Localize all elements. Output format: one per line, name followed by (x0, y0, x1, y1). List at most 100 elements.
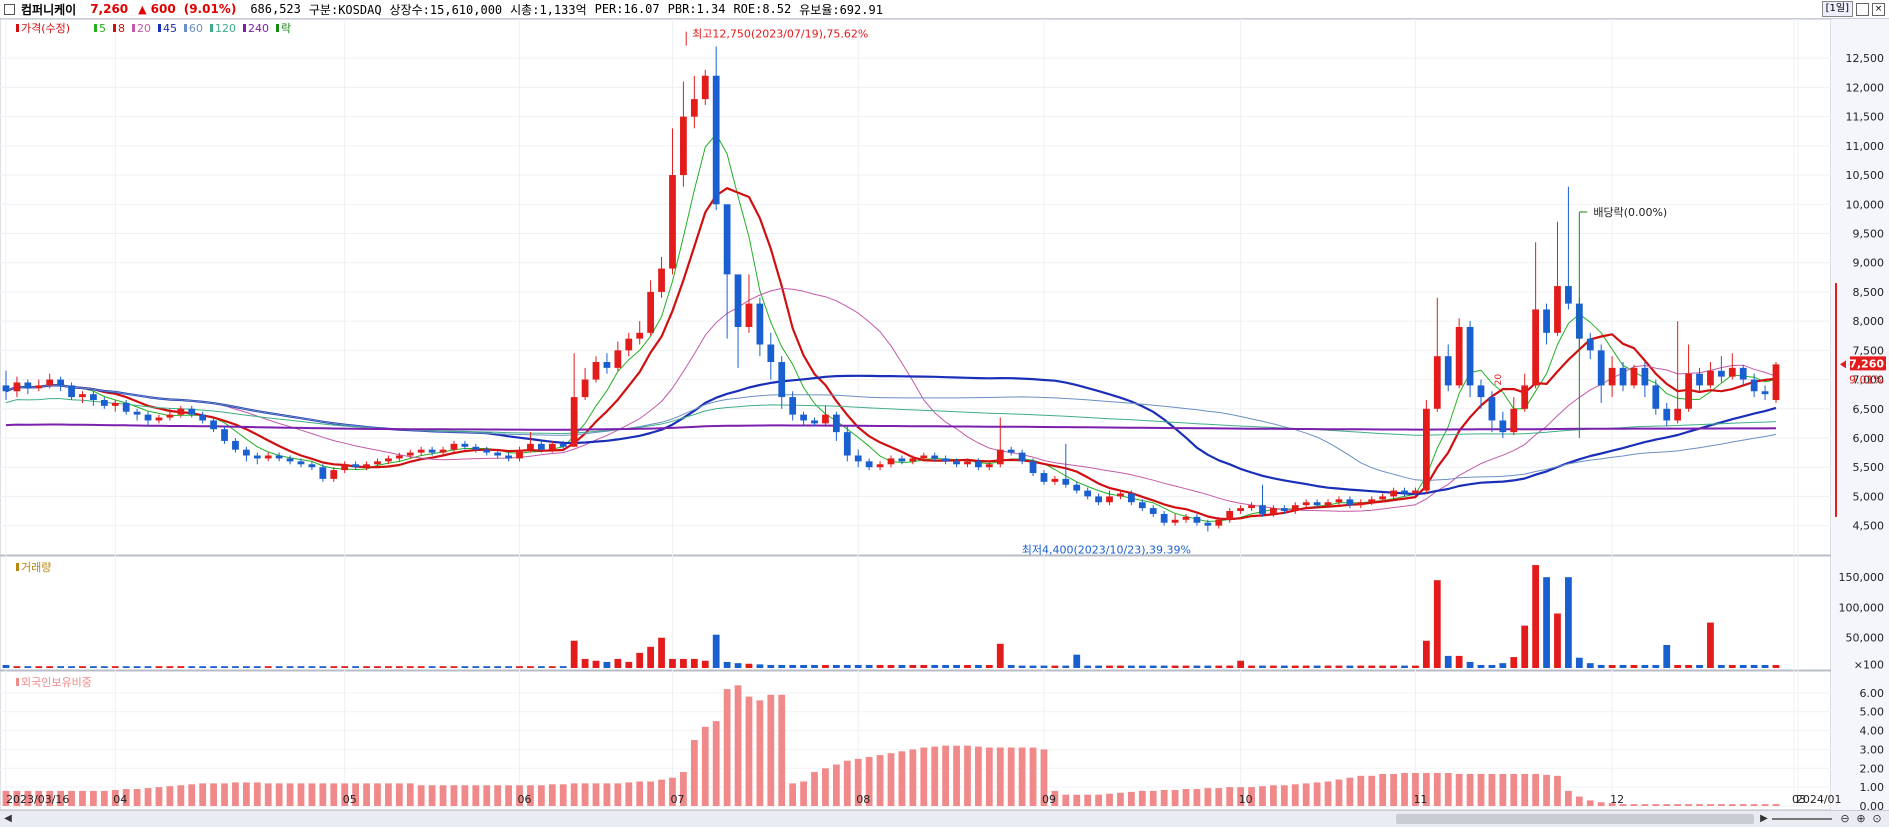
volume-bar (843, 664, 851, 668)
candle-body (1444, 356, 1452, 386)
candle-body (789, 397, 797, 415)
price-axis-label: 7,500 (1853, 344, 1885, 357)
scroll-left-icon[interactable]: ◀ (4, 813, 12, 824)
foreign-ratio-bar (1685, 804, 1692, 806)
candle-body (242, 449, 250, 456)
foreign-ratio-bar (46, 790, 54, 806)
price-axis-label: 5,500 (1853, 461, 1885, 474)
volume-bar (964, 664, 971, 668)
foreign-ratio-bar (1750, 804, 1758, 806)
candle-body (964, 461, 971, 465)
scroll-right-icon[interactable]: ▶ (1760, 813, 1768, 824)
volume-bar (264, 666, 272, 668)
foreign-ratio-bar (1586, 800, 1594, 806)
scroll-thumb[interactable] (1396, 814, 1754, 824)
zoom-out-icon[interactable]: ⊖ (1840, 812, 1850, 825)
period-button[interactable]: [1일] (1821, 1, 1853, 17)
foreign-ratio-bar (90, 790, 97, 806)
candle-body (1029, 461, 1037, 474)
candle-body (395, 455, 403, 459)
foreign-ratio-bar (144, 788, 152, 806)
candle-body (385, 458, 392, 462)
foreign-ratio-bar (865, 756, 873, 806)
up-arrow-icon: ▲ (138, 2, 147, 16)
candle-body (1237, 508, 1245, 512)
legend-label: 5 (99, 22, 106, 35)
foreign-ratio-bar (1193, 789, 1201, 806)
volume-bar (505, 666, 512, 668)
foreign-ratio-bar (832, 764, 840, 806)
foreign-ratio-bar (1554, 775, 1561, 806)
volume-bar (975, 664, 982, 668)
foreign-ratio-bar (1477, 773, 1485, 806)
foreign-ratio-bar (527, 785, 534, 806)
volume-bar (155, 666, 163, 668)
foreign-ratio-bar (931, 746, 939, 806)
legend-swatch (158, 24, 161, 32)
candle-body (756, 303, 764, 345)
select-checkbox[interactable] (4, 3, 15, 15)
candle-body (1586, 338, 1594, 351)
zoom-reset-icon[interactable]: ⊙ (1872, 812, 1882, 825)
horizontal-scrollbar[interactable]: ◀ ▶ ⊖ ⊕ ⊙ (0, 810, 1889, 827)
volume-bar (417, 666, 425, 668)
candle-body (1652, 385, 1660, 409)
maximize-icon[interactable] (1856, 2, 1869, 16)
volume-bar (887, 664, 895, 668)
candle-body (439, 449, 447, 453)
x-axis-label: 04 (113, 793, 127, 806)
volume-bar (1543, 577, 1550, 668)
price-axis-label: 12,500 (1846, 52, 1885, 65)
volume-legend-label: 거래량 (21, 561, 51, 574)
foreign-ratio-bar (242, 782, 250, 806)
zoom-slider[interactable] (1772, 818, 1832, 820)
volume-bar (1149, 665, 1157, 668)
candle-body (1204, 522, 1212, 526)
candle-body (1433, 356, 1441, 409)
volume-bar (953, 664, 960, 668)
close-icon[interactable]: × (1872, 2, 1885, 16)
candle-body (221, 429, 228, 441)
foreign-ratio-bar (275, 783, 283, 806)
candle-body (1270, 508, 1277, 514)
volume-bar (1761, 664, 1769, 668)
x-axis-label: 09 (1042, 793, 1056, 806)
volume-bar (188, 666, 196, 668)
volume-bar (122, 666, 130, 668)
foreign-ratio-bar (1106, 793, 1113, 806)
candle-body (548, 443, 556, 450)
foreign-ratio-bar (111, 789, 119, 806)
foreign-ratio-bar (909, 749, 917, 806)
volume-bar (1444, 655, 1452, 668)
candle-body (527, 443, 534, 450)
candle-body (1772, 364, 1780, 401)
volume-bar (341, 666, 349, 668)
foreign-ratio-bar (1149, 790, 1157, 806)
candle-body (614, 350, 622, 368)
ma-20-line (5, 287, 1777, 512)
foreign-ratio-bar (1390, 773, 1397, 806)
volume-bar (1674, 664, 1682, 668)
volume-bar (865, 664, 873, 668)
candle-body (1663, 408, 1671, 421)
volume-bar (1193, 665, 1201, 668)
foreign-ratio-bar (439, 785, 447, 806)
candle-body (155, 417, 163, 421)
volume-bar (614, 658, 622, 668)
volume-bar (909, 664, 917, 668)
candle-body (1379, 496, 1387, 500)
foreign-ratio-bar (1674, 804, 1682, 806)
ma-120-line (5, 398, 1777, 436)
volume-bar (898, 664, 906, 668)
volume-bar (1029, 665, 1037, 668)
zoom-in-icon[interactable]: ⊕ (1856, 812, 1866, 825)
volume-axis-label: 50,000 (1846, 632, 1885, 645)
candle-body (1073, 484, 1081, 491)
candle-body (111, 402, 119, 406)
foreign-ratio-bar (1357, 775, 1365, 806)
low-annotation: 최저4,400(2023/10/23),39.39% (1022, 543, 1191, 556)
foreign-ratio-bar (1521, 773, 1529, 806)
legend-label: 가격(수정) (21, 22, 70, 35)
foreign-ratio-bar (57, 790, 65, 806)
foreign-ratio-bar (363, 783, 370, 806)
